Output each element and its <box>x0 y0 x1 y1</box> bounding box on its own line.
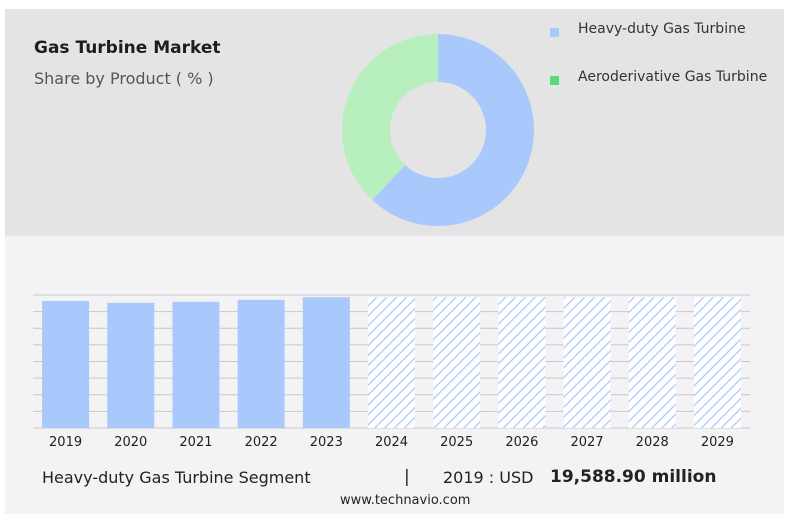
x-tick-label-2027: 2027 <box>570 435 603 450</box>
x-tick-label-2026: 2026 <box>505 435 538 450</box>
bar-forecast-2027 <box>563 297 611 428</box>
source-url: www.technavio.com <box>340 493 471 508</box>
x-tick-label-2029: 2029 <box>701 435 734 450</box>
donut-chart <box>341 33 534 226</box>
x-tick-label-2022: 2022 <box>245 435 278 450</box>
bar-2023 <box>302 297 350 428</box>
segment-label: Heavy-duty Gas Turbine Segment <box>42 468 311 487</box>
bar-forecast-2028 <box>628 297 676 428</box>
x-tick-label-2028: 2028 <box>636 435 669 450</box>
footer-separator: | <box>404 467 410 487</box>
donut-slice-heavy-duty <box>372 34 534 226</box>
x-tick-label-2023: 2023 <box>310 435 343 450</box>
bar-forecast-2025 <box>433 297 481 428</box>
x-tick-label-2020: 2020 <box>114 435 147 450</box>
chart-title: Gas Turbine Market <box>34 38 221 58</box>
bar-forecast-2029 <box>693 297 741 428</box>
bar-forecast-2026 <box>498 297 546 428</box>
bar-2022 <box>237 299 285 428</box>
legend-swatch-aeroderivative <box>550 76 559 85</box>
x-tick-label-2025: 2025 <box>440 435 473 450</box>
legend-label-heavy-duty: Heavy-duty Gas Turbine <box>578 21 746 37</box>
bar-2019 <box>42 300 90 428</box>
donut-slice-aeroderivative <box>341 33 438 200</box>
footer-year-currency: 2019 : USD <box>443 468 534 487</box>
bar-2020 <box>107 302 155 428</box>
legend-swatch-heavy-duty <box>550 28 559 37</box>
x-tick-label-2021: 2021 <box>179 435 212 450</box>
bar-forecast-2024 <box>368 297 415 428</box>
chart-subtitle: Share by Product ( % ) <box>34 69 214 88</box>
x-tick-label-2024: 2024 <box>375 435 408 450</box>
footer-value: 19,588.90 million <box>550 467 717 487</box>
bar-2021 <box>172 301 220 428</box>
legend-label-aeroderivative: Aeroderivative Gas Turbine <box>578 69 768 85</box>
x-tick-label-2019: 2019 <box>49 435 82 450</box>
